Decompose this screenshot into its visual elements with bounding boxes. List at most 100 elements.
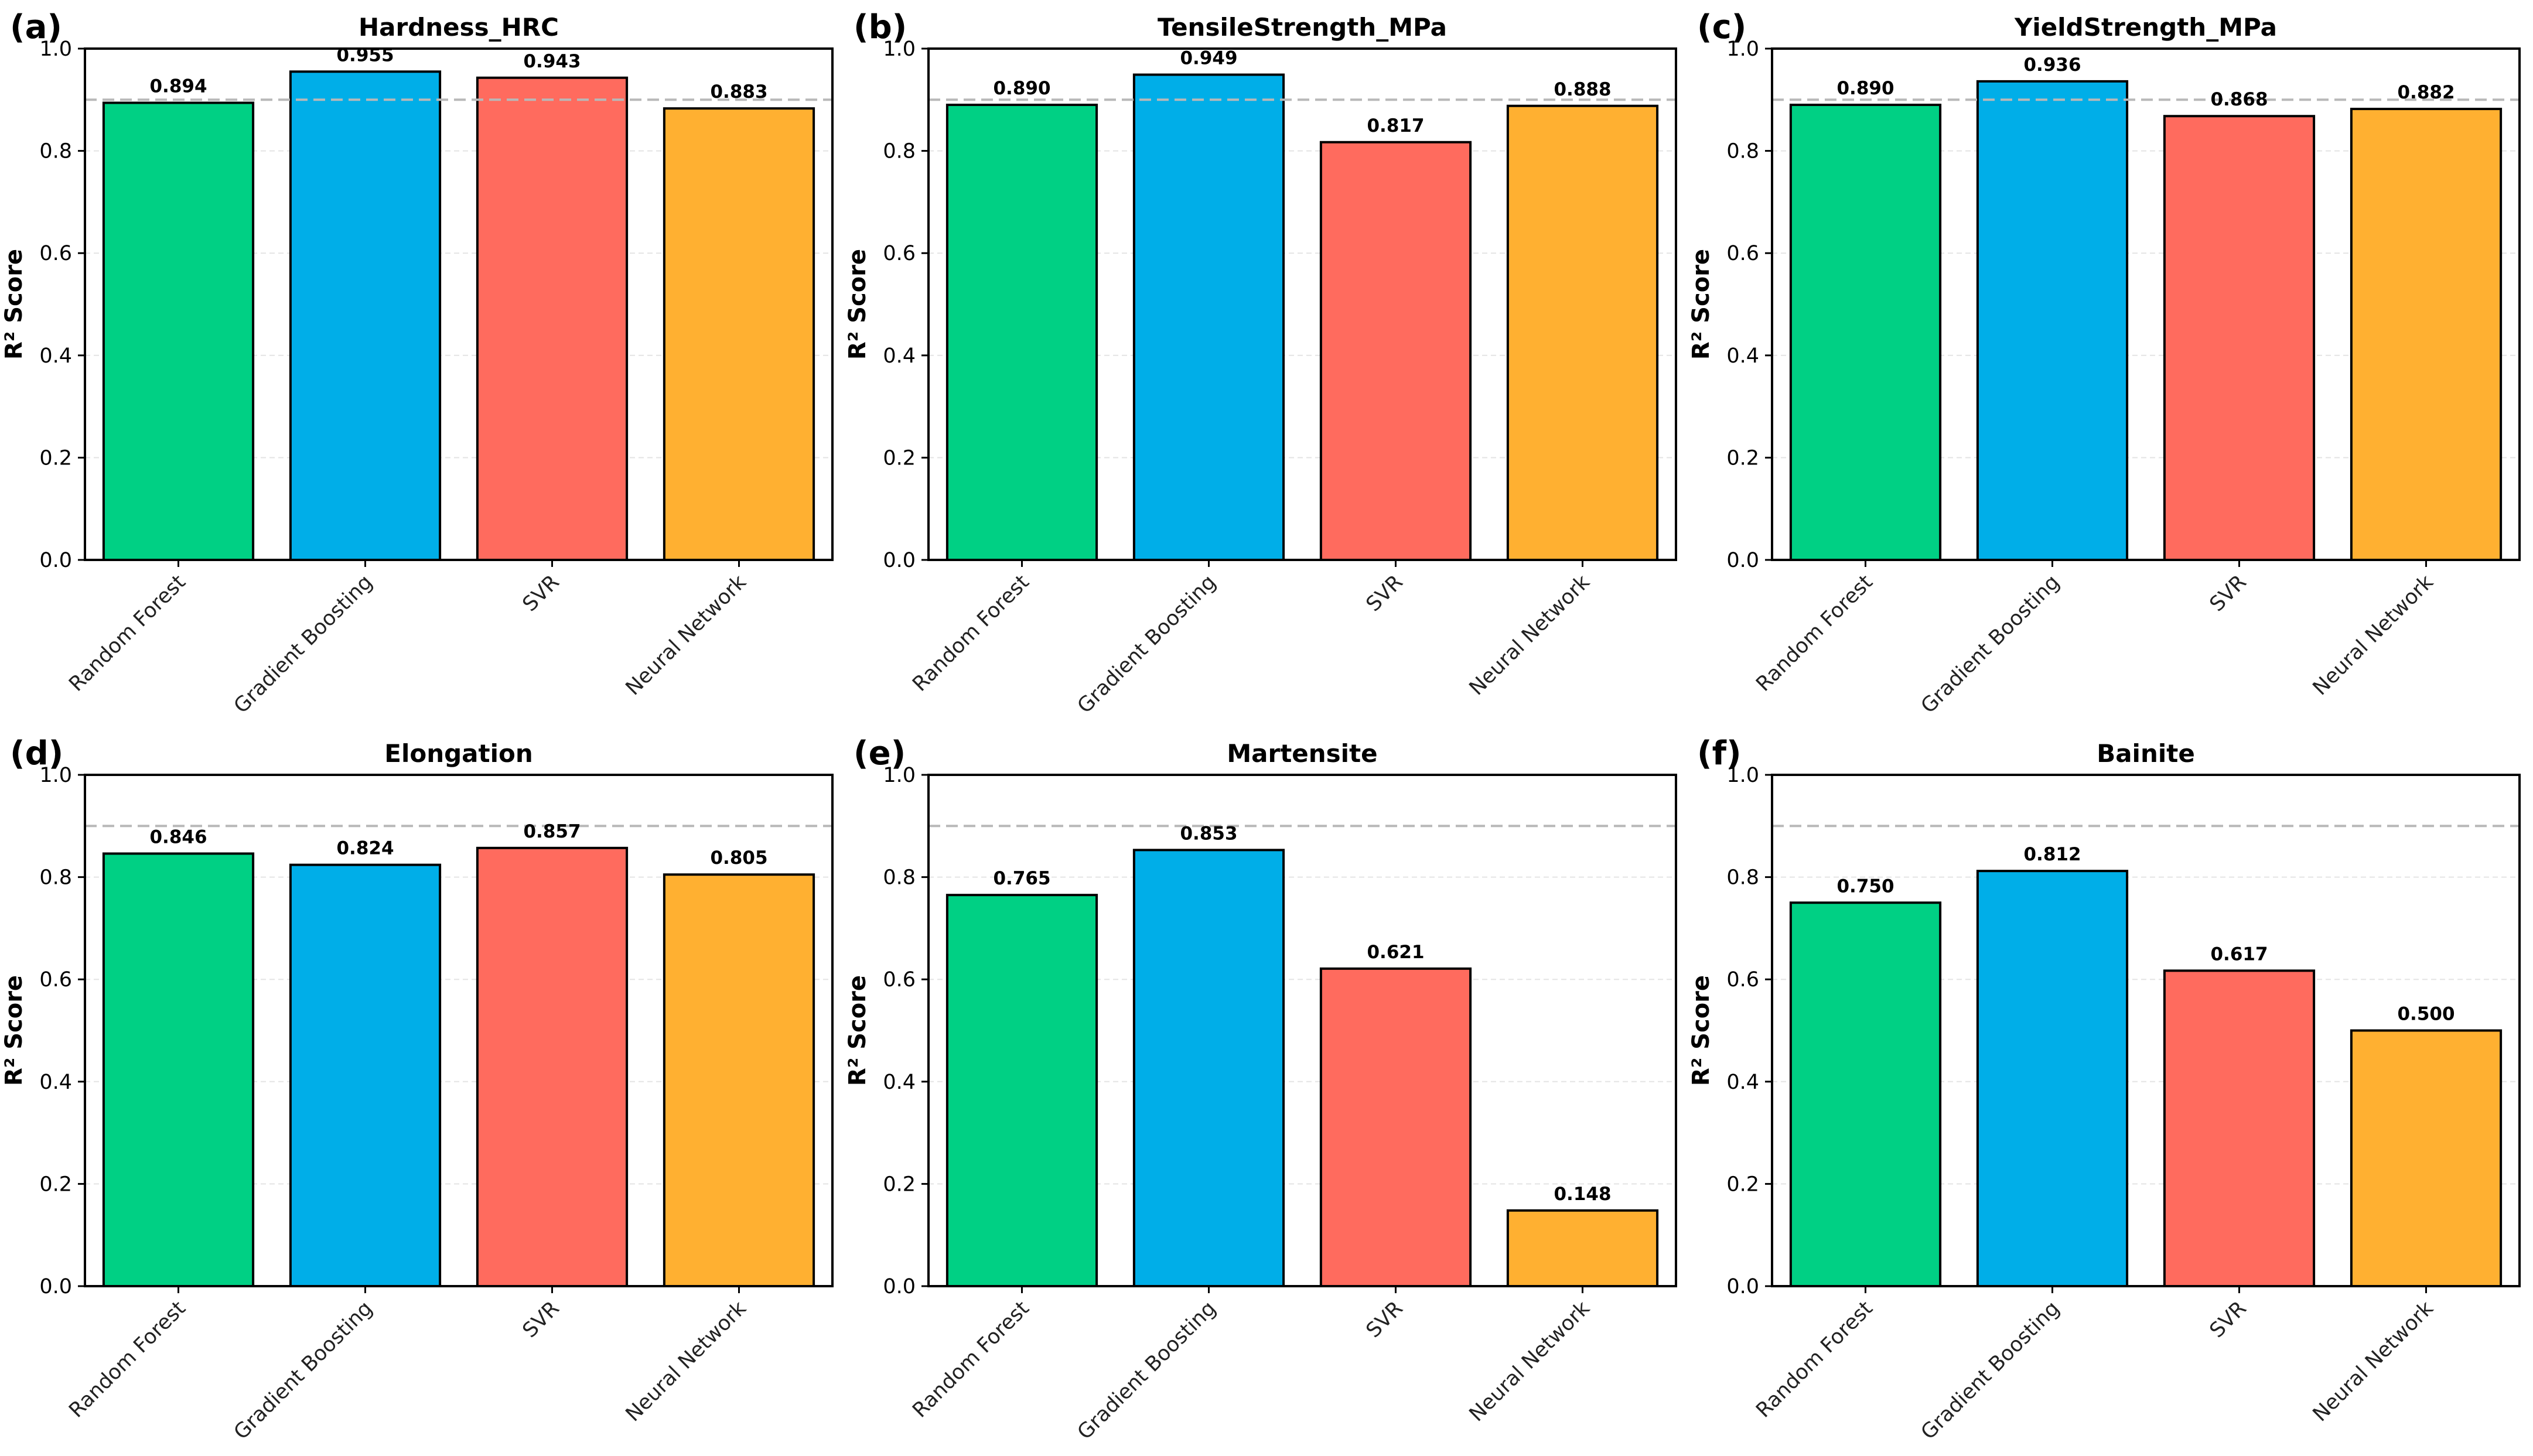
chart-title: YieldStrength_MPa [2014, 13, 2277, 42]
y-axis-label: R² Score [844, 249, 871, 360]
y-tick-label: 0.0 [883, 1275, 916, 1298]
bar-svr [1319, 967, 1472, 1287]
y-tick-label: 0.8 [883, 140, 916, 163]
y-tick-label: 0.4 [883, 1071, 916, 1094]
bar-value-label: 0.765 [993, 868, 1050, 889]
x-tick-label: Neural Network [622, 1297, 752, 1427]
bar-random-forest [945, 894, 1098, 1287]
y-tick-label: 0.2 [1726, 1173, 1759, 1196]
y-tick-label: 0.8 [1726, 140, 1759, 163]
y-tick-label: 0.0 [39, 549, 72, 572]
bar-value-label: 0.936 [2023, 54, 2081, 76]
chart-title: Elongation [384, 739, 532, 768]
x-tick-label: Random Forest [64, 1297, 190, 1423]
chart-panel-6: 0.0 0.2 0.4 0.6 0.8 1.0 0.750 0.812 0.617 0.500 Ra… [1688, 734, 2521, 1444]
chart-title: Hardness_HRC [359, 13, 559, 42]
y-tick-label: 0.6 [39, 242, 72, 265]
y-axis-label: R² Score [1, 975, 28, 1086]
y-tick-label: 1.0 [883, 37, 916, 61]
x-tick-label: SVR [518, 1297, 564, 1342]
y-axis-label: R² Score [844, 975, 871, 1086]
x-tick-label: Neural Network [1465, 570, 1595, 700]
chart-title: TensileStrength_MPa [1158, 13, 1447, 42]
y-tick-label: 0.0 [1726, 549, 1759, 572]
y-tick-label: 0.4 [883, 344, 916, 368]
y-axis-label: R² Score [1, 249, 28, 360]
bar-value-label: 0.943 [523, 51, 581, 72]
y-tick-label: 0.6 [39, 968, 72, 992]
x-tick-label: Random Forest [908, 570, 1034, 696]
y-tick-label: 1.0 [883, 764, 916, 787]
bar-value-label: 0.890 [1836, 78, 1894, 99]
x-tick-label: Neural Network [1465, 1297, 1595, 1427]
bar-gradient-boosting [1976, 870, 2129, 1287]
bar-value-label: 0.824 [336, 838, 394, 859]
bar-value-label: 0.617 [2210, 944, 2268, 965]
bar-random-forest [102, 101, 255, 561]
y-tick-label: 0.8 [39, 140, 72, 163]
bar-neural-network [663, 107, 815, 562]
x-tick-label: SVR [518, 570, 564, 616]
panel-label: (a) [10, 8, 62, 46]
panel-label: (d) [10, 734, 63, 773]
bar-gradient-boosting [1132, 849, 1285, 1288]
y-tick-label: 0.0 [883, 549, 916, 572]
y-tick-label: 0.4 [39, 344, 72, 368]
bar-random-forest [945, 104, 1098, 561]
bar-svr [476, 76, 629, 562]
bar-value-label: 0.148 [1554, 1184, 1611, 1205]
panel-label: (b) [854, 8, 907, 46]
bar-value-label: 0.853 [1180, 823, 1237, 844]
bar-neural-network [2350, 1029, 2503, 1287]
bar-random-forest [1789, 901, 1942, 1287]
axes-frame [927, 774, 1677, 1287]
bar-value-label: 0.888 [1554, 79, 1611, 100]
bar-neural-network [663, 873, 815, 1287]
bar-neural-network [1506, 104, 1659, 561]
x-tick-label: Neural Network [2309, 1297, 2439, 1427]
y-tick-label: 1.0 [39, 37, 72, 61]
panel-label: (c) [1697, 8, 1746, 46]
bar-random-forest [1789, 104, 1942, 561]
bar-gradient-boosting [1976, 80, 2129, 561]
y-tick-label: 0.6 [1726, 968, 1759, 992]
chart-panel-3: 0.0 0.2 0.4 0.6 0.8 1.0 0.890 0.936 0.868 0.882 Ra… [1688, 8, 2521, 718]
bar-value-label: 0.750 [1836, 876, 1894, 897]
axes-frame [1771, 47, 2521, 561]
y-tick-label: 0.6 [1726, 242, 1759, 265]
bar-neural-network [1506, 1209, 1659, 1287]
x-tick-label: Random Forest [1752, 570, 1877, 696]
y-tick-label: 1.0 [1726, 37, 1759, 61]
y-tick-label: 0.8 [1726, 866, 1759, 890]
bar-random-forest [102, 852, 255, 1287]
axes-frame [1771, 774, 2521, 1287]
bar-value-label: 0.805 [710, 847, 767, 869]
x-tick-label: Gradient Boosting [1917, 570, 2064, 718]
bar-svr [2163, 115, 2316, 561]
chart-panel-5: 0.0 0.2 0.4 0.6 0.8 1.0 0.765 0.853 0.621 0.148 Ra… [844, 734, 1677, 1444]
bar-svr [476, 846, 629, 1287]
bar-value-label: 0.894 [149, 76, 207, 97]
y-tick-label: 0.4 [39, 1071, 72, 1094]
x-tick-label: Random Forest [64, 570, 190, 696]
y-tick-label: 0.8 [883, 866, 916, 890]
y-tick-label: 0.4 [1726, 344, 1759, 368]
x-tick-label: Gradient Boosting [230, 1297, 377, 1444]
bar-gradient-boosting [289, 863, 442, 1287]
x-tick-label: Neural Network [2309, 570, 2439, 700]
x-tick-label: Random Forest [908, 1297, 1034, 1423]
bar-value-label: 0.846 [149, 826, 207, 847]
y-tick-label: 0.6 [883, 968, 916, 992]
bar-value-label: 0.500 [2397, 1004, 2455, 1025]
y-tick-label: 0.2 [883, 446, 916, 470]
bar-neural-network [2350, 108, 2503, 562]
bar-value-label: 0.890 [993, 78, 1050, 99]
y-axis-label: R² Score [1688, 249, 1715, 360]
y-tick-label: 0.6 [883, 242, 916, 265]
bar-value-label: 0.883 [710, 81, 767, 102]
chart-panel-4: 0.0 0.2 0.4 0.6 0.8 1.0 0.846 0.824 0.857 0.805 Ra… [1, 734, 834, 1444]
bar-value-label: 0.857 [523, 821, 581, 842]
chart-panel-2: 0.0 0.2 0.4 0.6 0.8 1.0 0.890 0.949 0.817 0.888 Ra… [844, 8, 1677, 718]
